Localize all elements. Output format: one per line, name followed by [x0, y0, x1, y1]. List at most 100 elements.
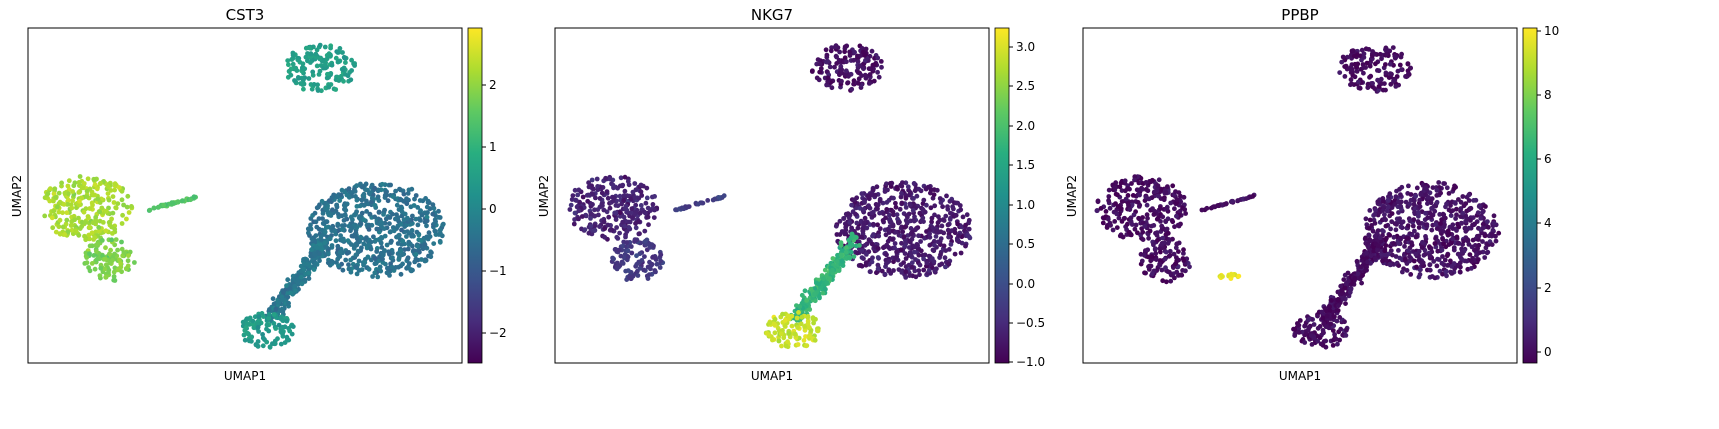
- scatter-point: [1098, 206, 1104, 211]
- scatter-point: [1155, 237, 1160, 243]
- scatter-point: [374, 249, 380, 254]
- scatter-point: [284, 318, 290, 324]
- scatter-point: [849, 86, 855, 92]
- scatter-point: [180, 198, 185, 204]
- scatter-point: [875, 69, 880, 75]
- scatter-point: [1135, 200, 1141, 205]
- scatter-point: [1368, 73, 1374, 79]
- scatter-point: [1361, 70, 1366, 76]
- scatter-point: [56, 209, 62, 215]
- scatter-point: [295, 279, 301, 285]
- scatter-point: [1126, 203, 1131, 209]
- scatter-point: [356, 258, 362, 264]
- scatter-point: [830, 267, 835, 273]
- scatter-point: [1309, 342, 1315, 347]
- scatter-point: [614, 264, 620, 269]
- scatter-point: [404, 201, 410, 207]
- scatter-point: [335, 59, 341, 65]
- scatter-point: [400, 261, 405, 267]
- scatter-point: [861, 206, 867, 212]
- scatter-point: [1165, 184, 1170, 190]
- scatter-point: [317, 251, 322, 257]
- scatter-point: [62, 190, 68, 196]
- scatter-point: [1434, 199, 1440, 205]
- scatter-point: [832, 64, 837, 70]
- scatter-point: [93, 214, 99, 220]
- scatter-point: [119, 269, 124, 275]
- scatter-point: [893, 229, 899, 235]
- scatter-point: [1375, 248, 1380, 254]
- scatter-point: [1383, 70, 1389, 76]
- scatter-point: [1155, 183, 1161, 189]
- scatter-point: [1457, 260, 1463, 266]
- scatter-point: [288, 72, 294, 78]
- scatter-point: [844, 59, 849, 65]
- scatter-point: [1177, 272, 1183, 278]
- scatter-point: [1114, 225, 1120, 231]
- scatter-point: [805, 321, 811, 327]
- scatter-point: [326, 212, 332, 218]
- scatter-points: [1094, 45, 1502, 350]
- scatter-point: [618, 253, 624, 259]
- scatter-point: [628, 196, 634, 202]
- scatter-point: [651, 215, 657, 221]
- scatter-point: [1216, 203, 1221, 209]
- scatter-point: [1372, 86, 1378, 91]
- scatter-point: [1328, 321, 1334, 327]
- scatter-point: [841, 216, 847, 221]
- scatter-point: [1352, 74, 1358, 80]
- scatter-point: [580, 194, 586, 200]
- scatter-point: [607, 205, 613, 211]
- scatter-point: [273, 306, 279, 312]
- scatter-point: [1438, 221, 1443, 226]
- scatter-point: [418, 208, 423, 214]
- scatter-point: [870, 233, 875, 239]
- scatter-point: [84, 260, 90, 266]
- scatter-point: [906, 192, 912, 198]
- scatter-point: [946, 247, 952, 252]
- scatter-point: [1115, 192, 1120, 198]
- scatter-point: [437, 230, 443, 236]
- scatter-point: [402, 247, 407, 253]
- scatter-point: [121, 202, 126, 208]
- scatter-point: [859, 263, 864, 269]
- scatter-point: [903, 256, 909, 261]
- scatter-point: [1143, 180, 1149, 185]
- scatter-point: [271, 321, 277, 326]
- scatter-point: [906, 245, 912, 250]
- scatter-point: [372, 214, 378, 220]
- scatter-point: [870, 62, 876, 68]
- scatter-point: [825, 75, 831, 81]
- scatter-point: [783, 343, 789, 349]
- scatter-point: [314, 47, 320, 53]
- scatter-point: [628, 210, 634, 216]
- scatter-point: [276, 322, 282, 328]
- scatter-point: [1480, 239, 1485, 244]
- scatter-point: [242, 337, 248, 343]
- scatter-point: [866, 237, 872, 243]
- scatter-point: [343, 207, 349, 213]
- scatter-point: [249, 334, 255, 340]
- scatter-point: [1126, 229, 1132, 235]
- scatter-point: [60, 224, 66, 230]
- scatter-point: [322, 44, 328, 50]
- scatter-point: [1357, 85, 1363, 91]
- scatter-point: [124, 266, 129, 272]
- scatter-point: [1384, 51, 1389, 57]
- scatter-point: [361, 203, 367, 208]
- scatter-point: [57, 231, 63, 237]
- scatter-point: [400, 252, 405, 258]
- scatter-point: [329, 62, 335, 68]
- scatter-point: [905, 184, 911, 190]
- scatter-point: [1469, 244, 1475, 250]
- scatter-point: [319, 198, 325, 204]
- scatter-point: [658, 258, 664, 264]
- scatter-point: [1344, 327, 1349, 333]
- scatter-point: [873, 192, 878, 198]
- scatter-point: [1445, 228, 1451, 234]
- scatter-point: [65, 202, 70, 207]
- scatter-point: [921, 197, 927, 203]
- scatter-point: [1484, 250, 1490, 256]
- scatter-point: [1342, 74, 1348, 79]
